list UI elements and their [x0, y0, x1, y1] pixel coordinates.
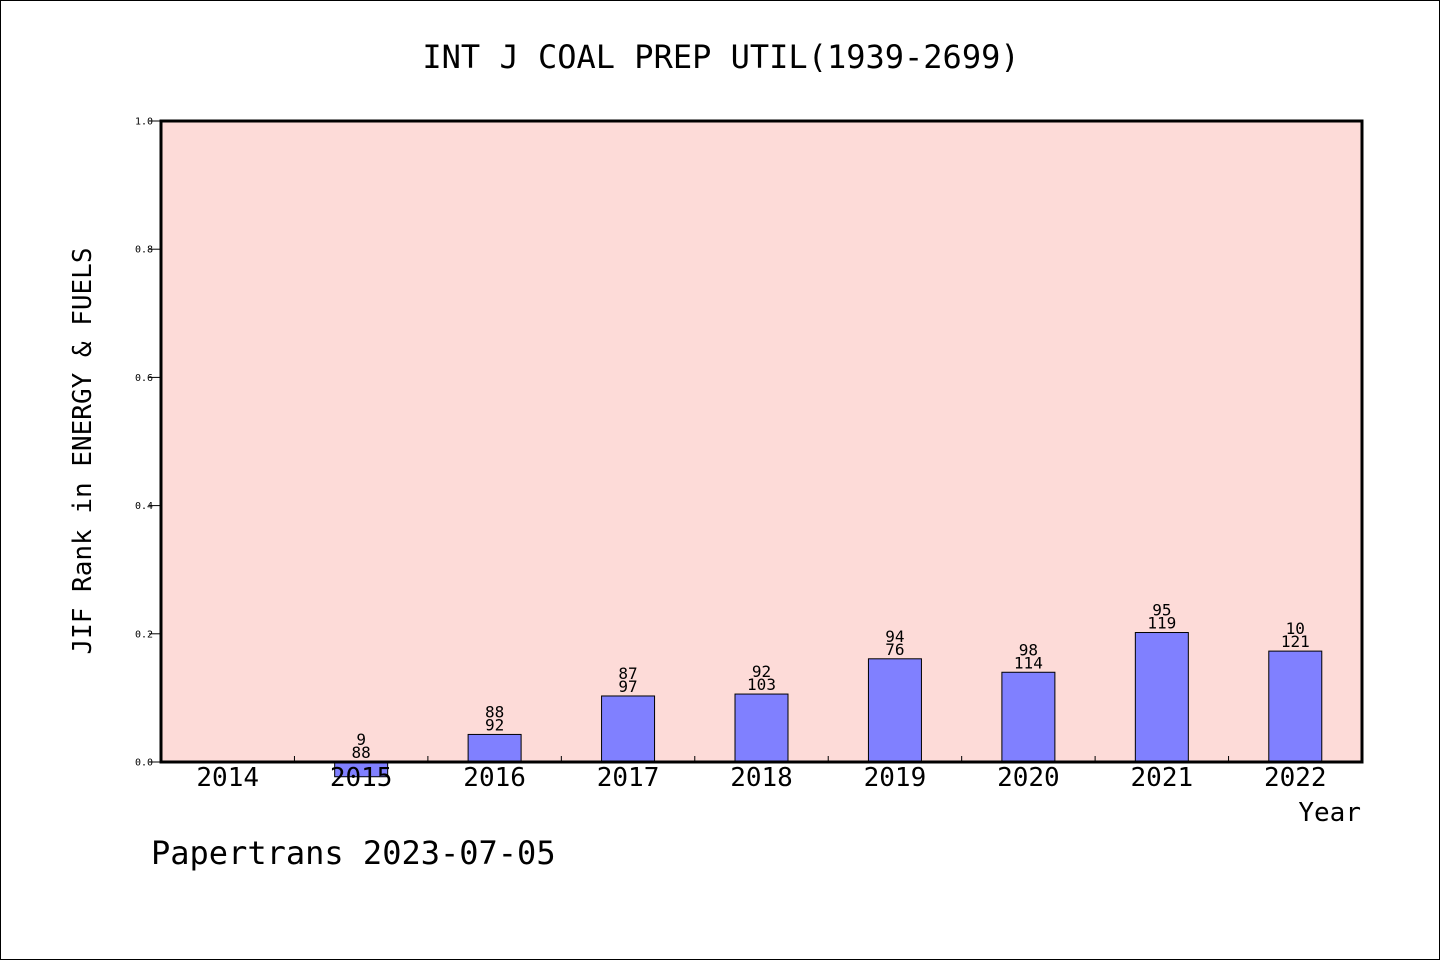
x-tick-label: 2016 [463, 763, 526, 793]
footer-credit: Papertrans 2023-07-05 [151, 834, 556, 872]
x-tick-label: 2017 [597, 763, 660, 793]
x-tick-label: 2022 [1264, 763, 1327, 793]
data-label-top: 95 [1152, 601, 1171, 620]
bar [1268, 650, 1323, 763]
bar [467, 733, 522, 763]
data-label-bottom: 121 [1281, 632, 1310, 651]
bars [334, 632, 1323, 778]
y-axis: 0.0 0.2 0.4 0.6 0.8 1.0 [135, 117, 161, 769]
data-label-top: 10 [1286, 619, 1305, 638]
y-tick-label: 0.6 [135, 373, 153, 384]
data-label-bottom: 92 [485, 715, 504, 734]
y-tick-label: 0.8 [135, 245, 153, 256]
x-tick-label: 2015 [330, 763, 393, 793]
bar [1134, 632, 1189, 763]
bar [1001, 671, 1056, 763]
data-label-bottom: 76 [885, 640, 904, 659]
data-label-top: 87 [618, 664, 637, 683]
data-label-top: 92 [752, 662, 771, 681]
data-label-bottom: 88 [352, 743, 371, 762]
bar [734, 693, 789, 763]
data-label-bottom: 103 [747, 675, 776, 694]
x-tick-label: 2018 [730, 763, 793, 793]
x-tick-label: 2020 [997, 763, 1060, 793]
y-tick-label: 1.0 [135, 117, 153, 128]
x-tick-label: 2019 [864, 763, 927, 793]
bar [601, 695, 656, 763]
data-label-top: 9 [356, 730, 366, 749]
data-label-top: 98 [1019, 640, 1038, 659]
plot-border [159, 119, 1364, 764]
data-label-top: 88 [485, 702, 504, 721]
data-label-bottom: 119 [1147, 614, 1176, 633]
x-axis: 2014 2015 2016 2017 2018 2019 2020 2021 2022 [196, 756, 1327, 793]
x-tick-label: 2014 [196, 763, 259, 793]
y-tick-label: 0.0 [135, 758, 153, 769]
x-tick-label: 2021 [1131, 763, 1194, 793]
data-label-bottom: 97 [618, 677, 637, 696]
y-tick-label: 0.2 [135, 629, 153, 640]
x-axis-label: Year [1298, 798, 1361, 828]
y-axis-label: JIF Rank in ENERGY & FUELS [68, 248, 98, 655]
chart-title: INT J COAL PREP UTIL(1939-2699) [422, 38, 1019, 76]
bar [867, 658, 922, 763]
data-label-top: 94 [885, 627, 904, 646]
data-label-bottom: 114 [1014, 653, 1043, 672]
y-tick-label: 0.4 [135, 501, 153, 512]
